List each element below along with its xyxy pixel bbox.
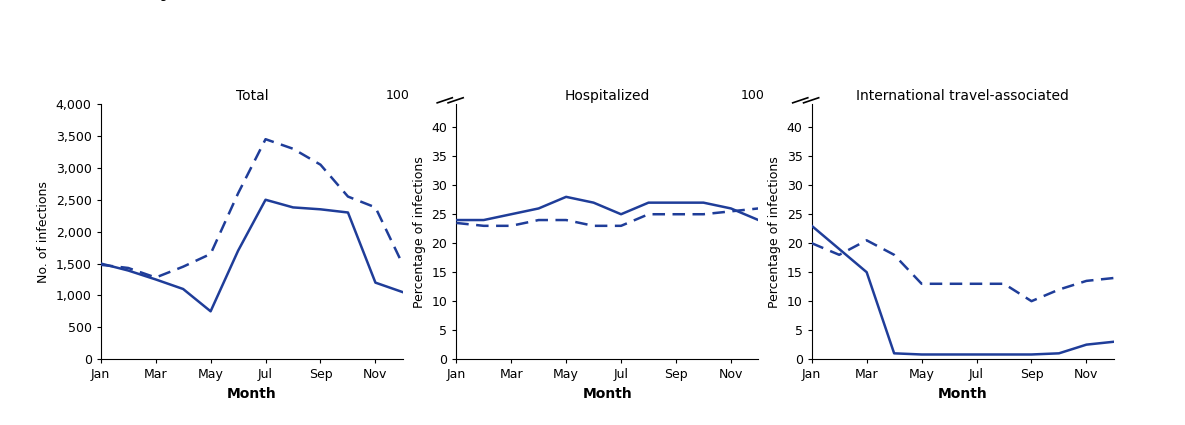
Legend: 2020, Average, 2017–2019: 2020, Average, 2017–2019 bbox=[83, 0, 254, 1]
Title: Hospitalized: Hospitalized bbox=[564, 89, 651, 103]
Title: International travel-associated: International travel-associated bbox=[857, 89, 1069, 103]
Y-axis label: Percentage of infections: Percentage of infections bbox=[412, 156, 425, 308]
X-axis label: Month: Month bbox=[228, 387, 276, 401]
X-axis label: Month: Month bbox=[583, 387, 632, 401]
Y-axis label: No. of infections: No. of infections bbox=[37, 181, 50, 283]
Text: 100: 100 bbox=[385, 88, 409, 102]
X-axis label: Month: Month bbox=[939, 387, 987, 401]
Y-axis label: Percentage of infections: Percentage of infections bbox=[768, 156, 781, 308]
Title: Total: Total bbox=[236, 89, 268, 103]
Text: 100: 100 bbox=[741, 88, 764, 102]
